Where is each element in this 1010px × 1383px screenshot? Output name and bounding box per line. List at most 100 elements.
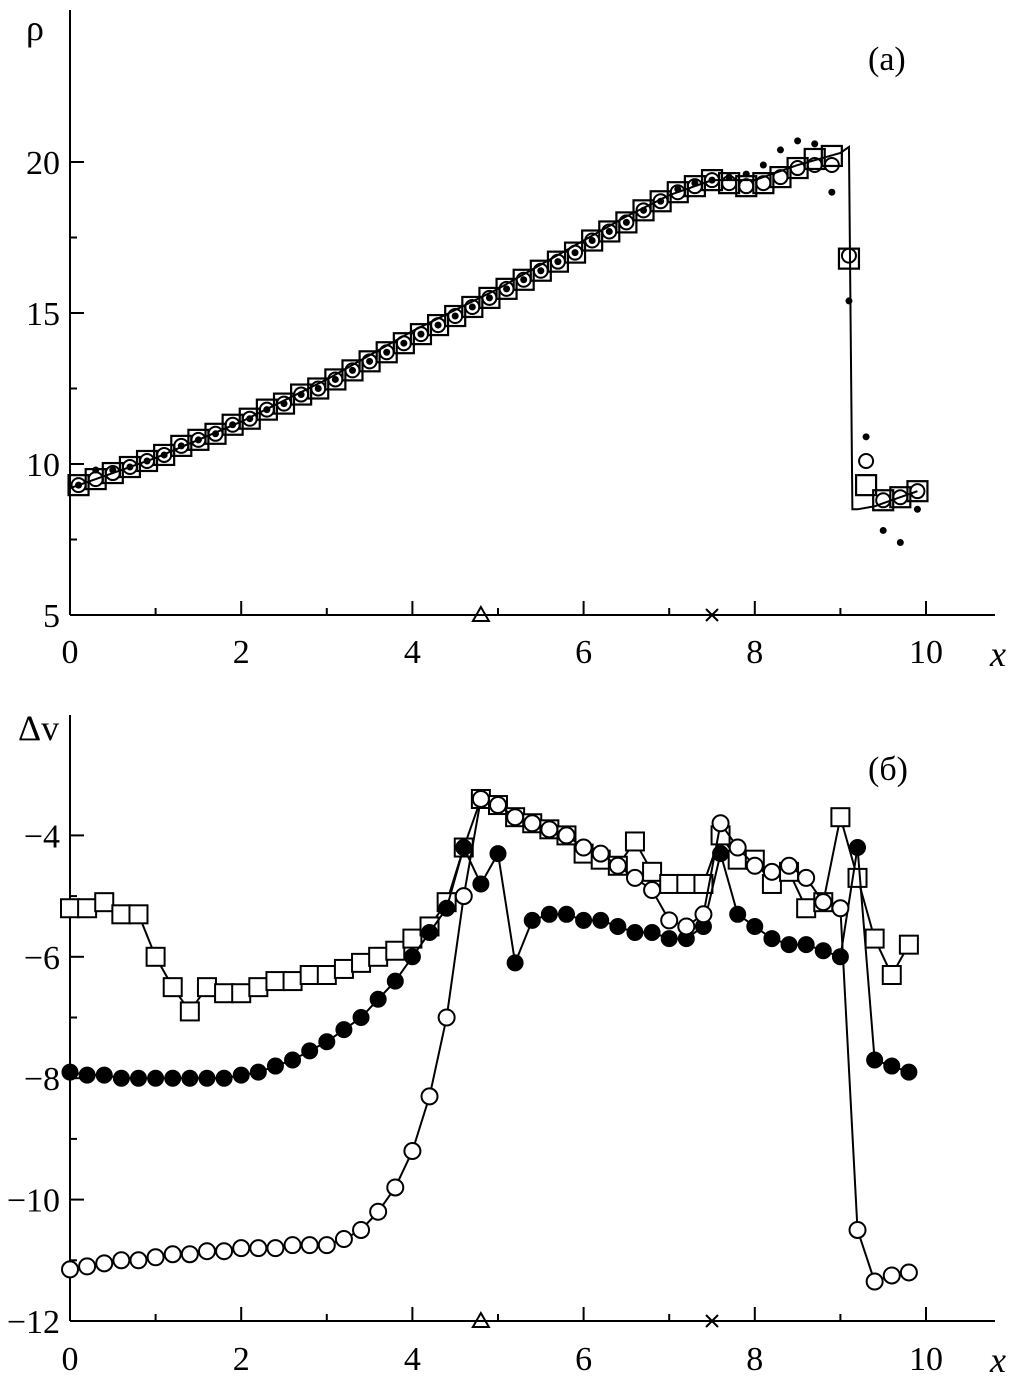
data-point-filled-circle: [729, 905, 747, 923]
data-point-open-circle: [745, 856, 764, 875]
data-point-dot: [348, 366, 356, 374]
data-point-open-circle: [276, 395, 292, 412]
data-point-filled-circle: [112, 1069, 130, 1087]
data-point-open-circle: [865, 1272, 884, 1291]
y-tick-label: 5: [43, 598, 60, 635]
data-point-open-circle: [652, 193, 669, 210]
series-line: [69, 144, 918, 511]
data-point-square: [162, 977, 183, 998]
data-point-open-circle: [762, 862, 781, 881]
cross-marker: [705, 608, 719, 622]
data-point-dot: [708, 176, 716, 184]
data-point-filled-circle: [540, 905, 558, 923]
data-point-filled-circle: [831, 948, 849, 966]
data-point-open-circle: [574, 838, 593, 857]
data-point-square: [145, 946, 166, 967]
data-point-square: [221, 413, 244, 436]
data-point-open-circle: [310, 380, 327, 397]
data-point-dot: [75, 481, 83, 489]
data-point-dot: [571, 249, 579, 257]
data-point-open-circle: [317, 1236, 336, 1255]
data-point-dot: [828, 188, 836, 196]
data-point-square: [214, 983, 235, 1004]
data-point-open-circle: [197, 1242, 216, 1261]
data-point-open-circle: [738, 178, 755, 195]
data-point-dot: [913, 505, 921, 513]
data-point-square: [563, 241, 587, 264]
data-point-open-circle: [293, 386, 310, 403]
data-point-open-circle: [882, 1266, 901, 1285]
data-point-filled-circle: [575, 911, 593, 929]
data-point-square: [864, 928, 885, 949]
data-point-dot: [605, 227, 613, 235]
data-point-open-circle: [334, 1230, 353, 1249]
data-point-filled-circle: [849, 839, 867, 857]
data-point-filled-circle: [455, 839, 473, 857]
data-point-square: [128, 904, 149, 925]
x-tick-label: 6: [575, 1341, 592, 1378]
panel-label: (б): [868, 751, 908, 788]
data-point-filled-circle: [438, 899, 456, 917]
data-point-dot: [263, 406, 271, 414]
data-point-filled-circle: [883, 1057, 901, 1075]
data-point-dot: [92, 466, 100, 474]
data-point-open-circle: [173, 437, 190, 454]
data-point-square: [906, 480, 929, 503]
data-point-open-circle: [403, 1142, 422, 1161]
data-point-dot: [879, 526, 887, 534]
data-point-open-circle: [395, 335, 412, 352]
x-tick-label: 4: [404, 1341, 421, 1378]
data-point-square: [854, 474, 878, 497]
data-point-filled-circle: [369, 990, 387, 1008]
data-point-dot: [537, 267, 545, 275]
data-point-square: [179, 1001, 200, 1022]
data-point-open-circle: [378, 344, 395, 361]
data-point-open-circle: [831, 899, 850, 918]
data-point-dot: [742, 170, 750, 178]
data-point-square: [666, 181, 689, 204]
data-point-open-circle: [430, 317, 447, 334]
data-point-open-circle: [506, 808, 525, 827]
data-point-square: [830, 807, 851, 828]
data-point-square: [77, 898, 98, 919]
data-point-open-circle: [584, 232, 601, 249]
data-point-open-circle: [437, 1008, 456, 1027]
data-point-filled-circle: [592, 911, 610, 929]
panel-label: (a): [868, 41, 906, 78]
data-point-square: [196, 977, 217, 998]
data-point-square: [67, 474, 90, 497]
data-point-square: [231, 983, 252, 1004]
data-point-open-circle: [848, 1220, 867, 1239]
data-point-filled-circle: [215, 1069, 233, 1087]
data-point-dot: [794, 137, 802, 145]
x-tick-label: 2: [233, 1341, 250, 1378]
data-point-open-circle: [249, 1239, 268, 1258]
data-point-open-circle: [489, 796, 507, 815]
data-point-dot: [451, 312, 459, 320]
data-point-square: [135, 449, 159, 473]
data-point-dot: [331, 375, 339, 383]
data-point-open-circle: [369, 1202, 388, 1221]
data-point-filled-circle: [198, 1069, 216, 1087]
data-point-open-circle: [635, 202, 652, 219]
data-point-open-circle: [694, 905, 713, 924]
data-point-open-circle: [625, 868, 644, 887]
data-point-dot: [845, 297, 853, 305]
y-tick-label: −4: [24, 818, 60, 855]
data-point-open-circle: [498, 280, 515, 297]
data-point-dot: [776, 146, 784, 154]
data-point-open-circle: [241, 410, 258, 427]
data-point-dot: [109, 466, 117, 474]
series-open-circle-line: [61, 789, 918, 1291]
data-point-open-circle: [772, 169, 789, 186]
x-tick-label: 6: [575, 634, 592, 671]
y-tick-label: 10: [26, 447, 60, 484]
data-point-dot: [126, 463, 134, 471]
data-point-square: [290, 383, 313, 406]
x-tick-label: 0: [62, 634, 79, 671]
data-point-dot: [485, 294, 493, 302]
data-point-square: [402, 928, 423, 949]
data-point-open-circle: [327, 371, 344, 388]
series-square: [67, 144, 929, 512]
